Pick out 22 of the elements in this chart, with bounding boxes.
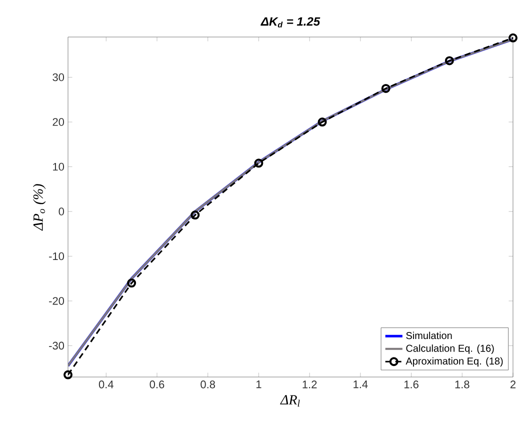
x-tick-label: 1.6 <box>404 380 418 388</box>
x-axis-title: ΔR$_{l}$ <box>280 395 300 407</box>
x-tick-label: 1.4 <box>354 380 368 388</box>
x-tick-label: 2 <box>510 380 516 388</box>
y-tick-label: -20 <box>49 297 64 305</box>
x-tick-label: 0.4 <box>98 380 114 388</box>
legend-label: Calculation Eq. (16) <box>406 344 494 354</box>
x-tick-label: 0.6 <box>150 380 164 388</box>
x-tick-label: 0.8 <box>200 380 216 388</box>
y-tick-label: 20 <box>52 118 64 126</box>
x-tick-label: 1.2 <box>302 380 317 388</box>
chart-title: ΔK$_{d}$ = 1.25 <box>260 17 320 28</box>
legend-label: Simulation <box>406 332 452 340</box>
legend-label: Aproximation Eq. (18) <box>406 357 503 367</box>
x-tick-label: 1.8 <box>455 380 470 388</box>
y-tick-label: 10 <box>53 162 64 171</box>
y-tick-label: -10 <box>49 252 64 260</box>
y-tick-label: 0 <box>58 208 64 216</box>
y-tick-label: 30 <box>52 73 64 82</box>
y-tick-label: -30 <box>49 342 64 350</box>
y-axis-title: ΔP$_{o}$ (%) <box>33 184 46 231</box>
x-tick-label: 1 <box>256 380 262 388</box>
